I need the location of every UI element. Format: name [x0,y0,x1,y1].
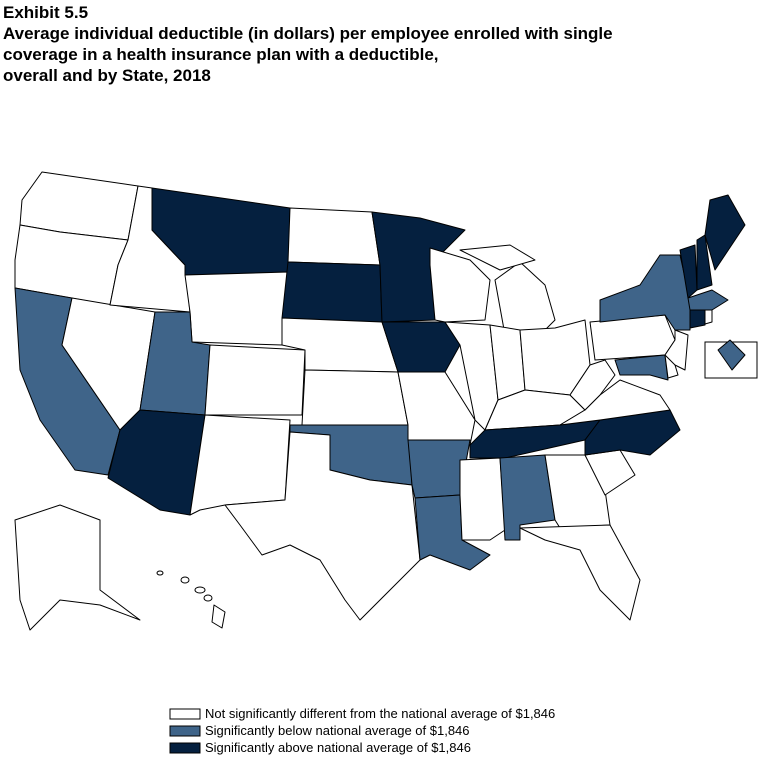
state [569,359,616,411]
state [224,431,421,621]
state [687,289,729,311]
exhibit: Exhibit 5.5 [3,3,89,22]
legend-swatch [169,725,201,737]
state [717,339,746,371]
title-line: overall and by State, 2018 [3,66,211,85]
state [689,309,706,329]
legend-label: Significantly above national average of … [205,740,471,755]
state [664,329,689,371]
state [189,414,291,516]
legend-swatch [169,742,201,754]
title-line: Average individual deductible (in dollar… [3,24,613,43]
state [704,309,713,325]
state [519,524,641,621]
state [459,457,506,541]
state [381,321,461,373]
state [204,344,306,416]
legend-label: Significantly below national average of … [205,723,470,738]
state [301,369,409,426]
title-line: coverage in a health insurance plan with… [3,45,439,64]
state [397,371,476,446]
state [287,207,381,266]
state [184,271,289,346]
state [203,594,213,602]
state [156,570,164,576]
state [281,261,383,323]
state [194,586,206,594]
state [429,247,491,323]
state [180,576,190,584]
legend-swatch [169,708,201,720]
state [14,504,141,631]
state [494,261,556,336]
state [459,244,536,271]
legend-label: Not significantly different from the nat… [205,706,555,721]
state [211,604,226,629]
state [704,194,746,271]
state [614,354,669,381]
state [696,234,713,291]
